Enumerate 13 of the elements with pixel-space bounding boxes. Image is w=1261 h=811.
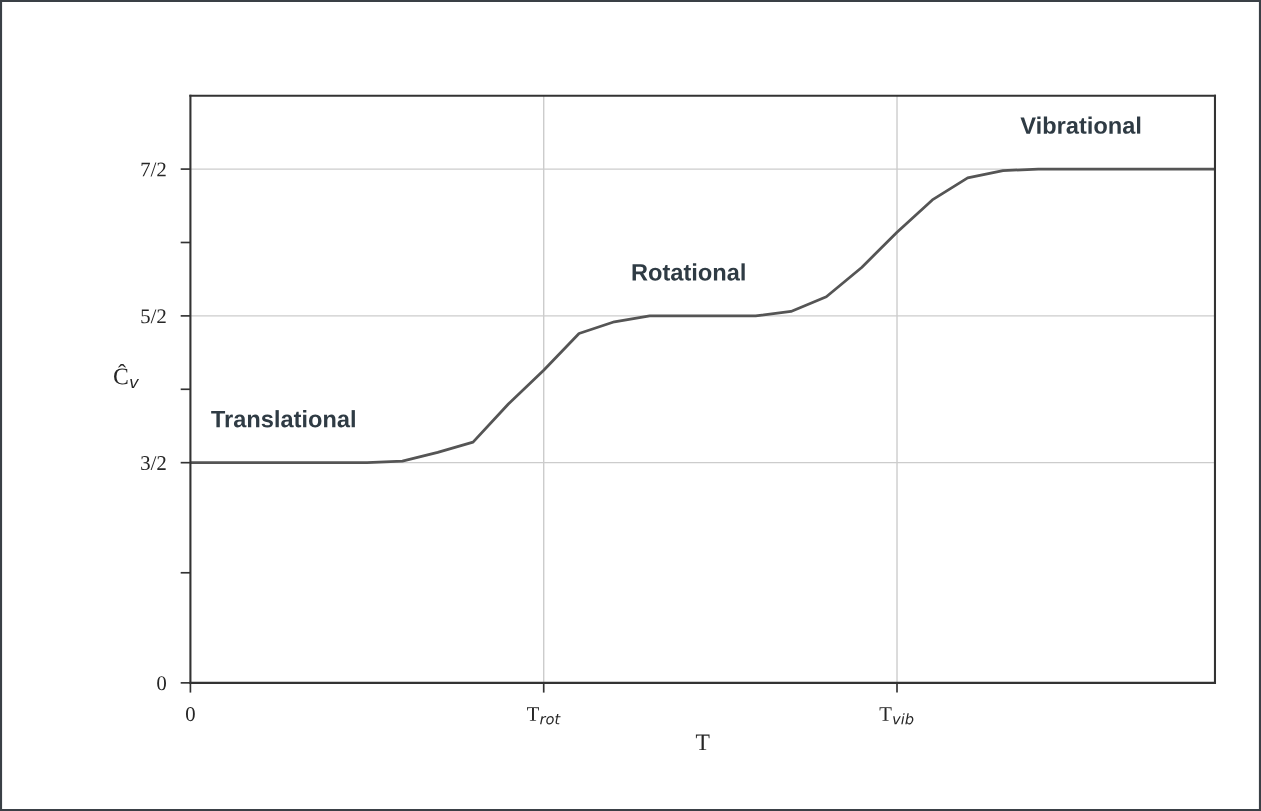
y-tick-label: 3/2 bbox=[141, 456, 166, 471]
line-series bbox=[190, 167, 1215, 465]
x-tick-label: T$_{vib}$ bbox=[879, 707, 914, 725]
y-axis-title: Ĉ$_{v}$ bbox=[114, 363, 140, 389]
x-tick-label: T$_{rot}$ bbox=[527, 707, 561, 725]
x-axis-title: T bbox=[695, 734, 710, 751]
y-tick-label: 7/2 bbox=[141, 162, 166, 177]
annotation: Vibrational bbox=[1020, 116, 1141, 134]
y-tick-label: 5/2 bbox=[141, 309, 166, 324]
x-tick-label: 0 bbox=[186, 707, 195, 722]
annotation: Translational bbox=[211, 410, 355, 428]
y-tick-label: 0 bbox=[157, 676, 167, 691]
annotation: Rotational bbox=[632, 263, 745, 281]
